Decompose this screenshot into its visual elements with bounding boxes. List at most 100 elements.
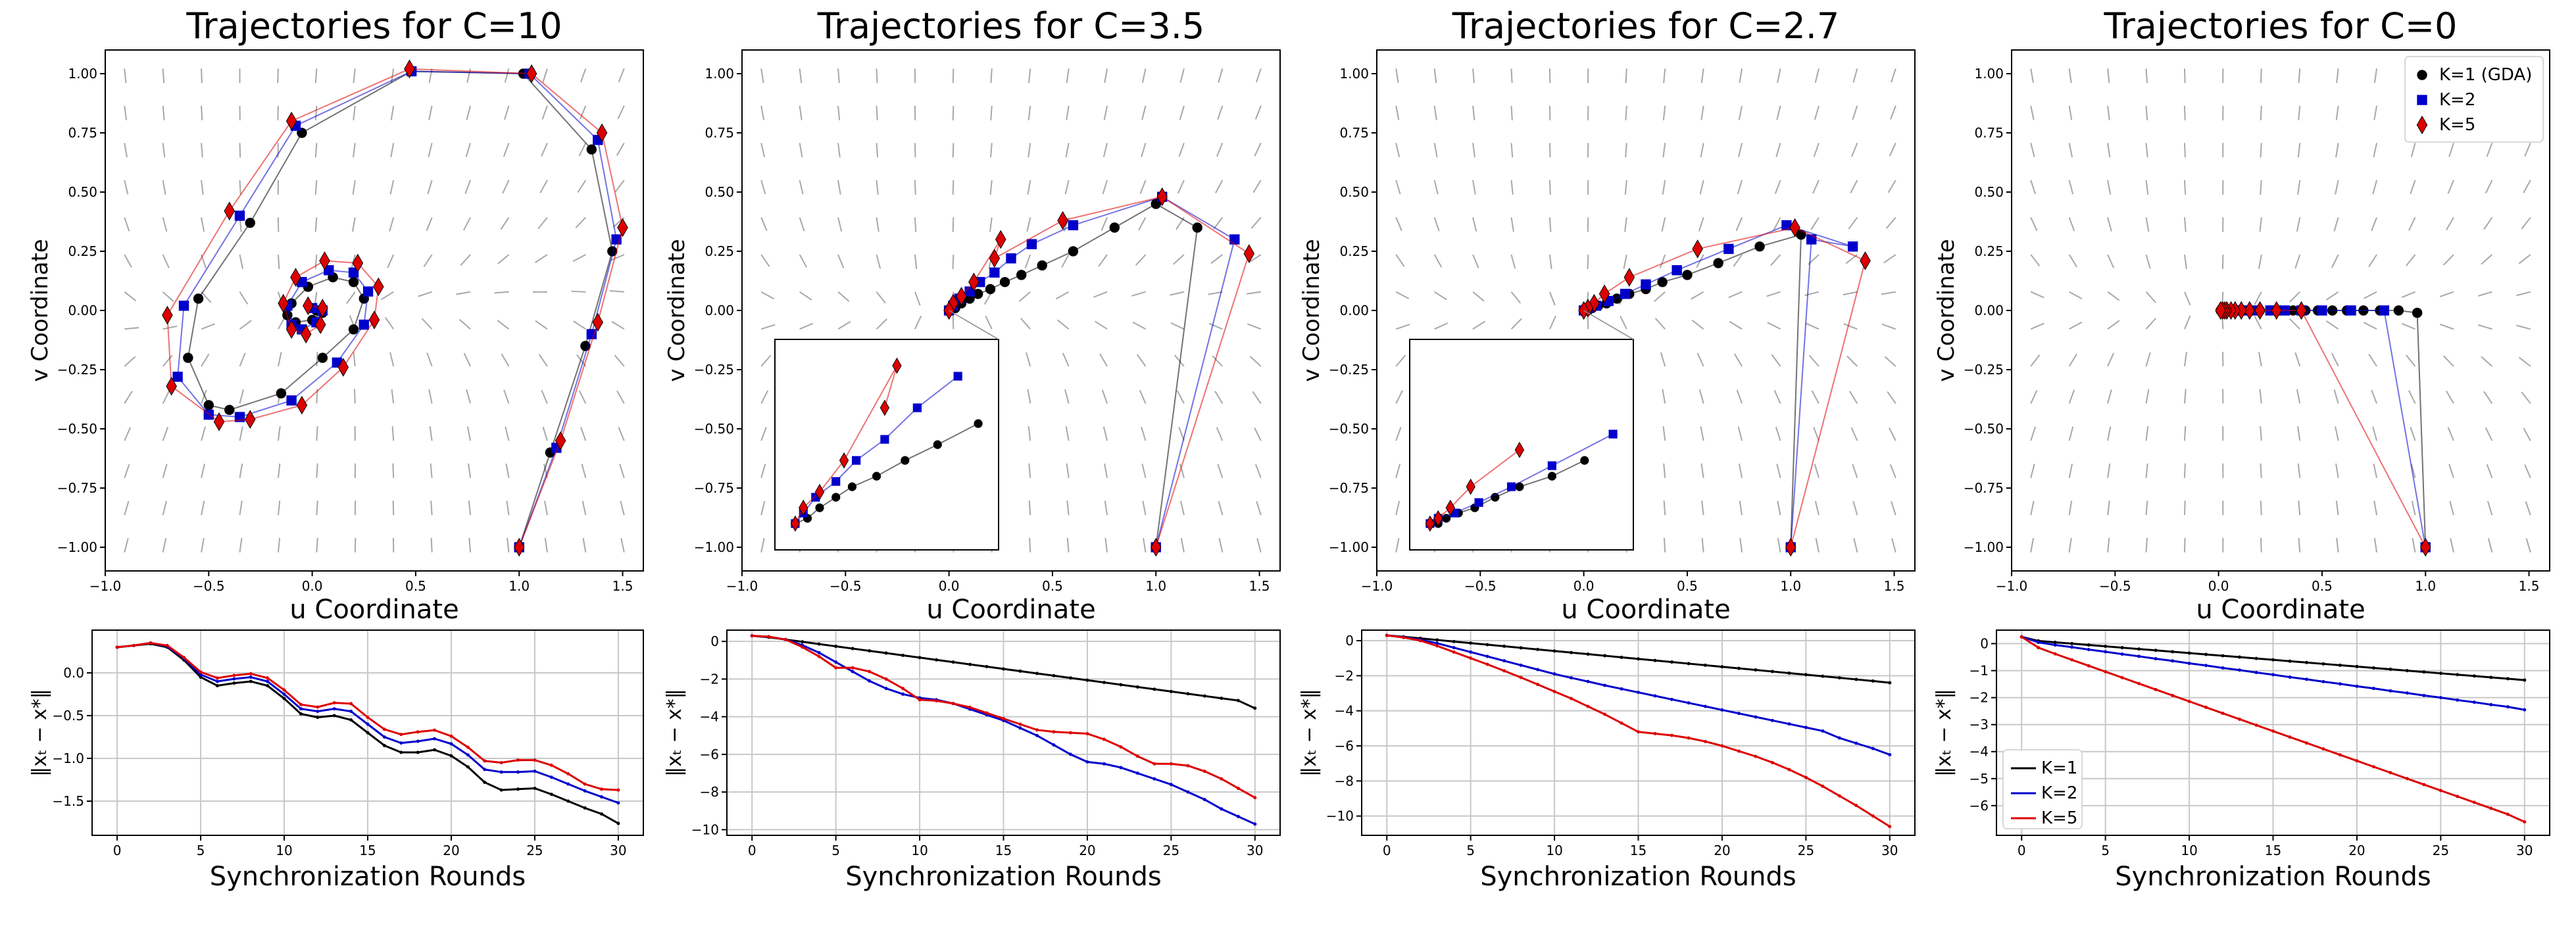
field-arrow (354, 537, 357, 553)
data-point (348, 267, 359, 278)
data-point (1068, 731, 1072, 735)
field-arrow (578, 390, 587, 404)
field-arrow (1141, 105, 1147, 120)
field-arrow (381, 291, 394, 301)
field-arrow (2145, 291, 2156, 303)
data-point (162, 305, 173, 325)
field-arrow (2439, 324, 2454, 330)
data-point (132, 643, 136, 647)
field-arrow (1395, 426, 1402, 441)
data-point (149, 641, 153, 645)
field-arrow (1766, 291, 1781, 297)
x-tick-label: −0.5 (1464, 578, 1497, 594)
legend-label: K=5 (2041, 808, 2077, 828)
field-arrow (2030, 180, 2037, 195)
data-point (1152, 762, 1156, 766)
data-point (232, 681, 236, 685)
data-point (566, 772, 570, 775)
x-tick-label: 20 (1714, 843, 1730, 858)
field-arrow (1885, 216, 1896, 230)
data-point (851, 670, 855, 674)
data-point (249, 679, 253, 683)
data-point (1452, 639, 1456, 643)
field-arrow (573, 320, 586, 330)
data-point (555, 431, 566, 451)
field-arrow (1510, 291, 1522, 304)
y-tick-label: −0.75 (1329, 480, 1369, 496)
field-arrow (2068, 68, 2072, 84)
y-tick-label: −0.50 (57, 421, 97, 437)
inset-connector (1583, 310, 1634, 340)
field-arrow (1102, 180, 1108, 195)
field-arrow (239, 353, 246, 367)
field-arrow (1663, 537, 1666, 553)
field-arrow (1102, 426, 1108, 441)
legend: K=1 (GDA) K=2 K=5 (2404, 56, 2544, 143)
field-arrow (1066, 537, 1070, 553)
data-point (580, 341, 591, 351)
data-point (2523, 820, 2527, 823)
y-tick-label: 0.75 (68, 125, 97, 141)
data-point (1229, 234, 1240, 245)
field-arrow (384, 316, 395, 330)
field-arrow (799, 68, 803, 84)
data-point (285, 111, 297, 131)
data-point (359, 319, 369, 330)
field-arrow (1852, 464, 1858, 478)
field-arrow (1433, 254, 1443, 268)
field-arrow (1777, 537, 1781, 553)
field-arrow (1587, 143, 1589, 158)
field-arrow (2254, 291, 2262, 305)
plot-area (727, 630, 1280, 835)
field-arrow (162, 291, 174, 303)
field-arrow (1548, 291, 1556, 306)
data-point (1637, 691, 1640, 695)
data-point (2254, 301, 2266, 320)
field-arrow (876, 68, 878, 84)
series-k-5 (1578, 218, 1871, 557)
data-point (1418, 639, 1422, 643)
data-point (1102, 762, 1106, 766)
data-point (985, 665, 989, 669)
data-point (348, 324, 359, 335)
field-arrow (1170, 322, 1185, 330)
data-point (1502, 669, 1506, 673)
field-arrow (2408, 217, 2416, 231)
field-arrow (504, 68, 510, 83)
series-k-1-gda- (183, 66, 618, 553)
field-arrow (2260, 537, 2262, 553)
y-tick-label: −1.5 (52, 793, 84, 809)
field-arrow (201, 537, 205, 553)
data-point (2472, 674, 2476, 678)
field-arrow (2030, 322, 2044, 330)
x-tick-label: 0.5 (2312, 578, 2333, 594)
data-point (901, 653, 905, 657)
field-arrow (2296, 217, 2301, 232)
field-arrow (760, 217, 768, 232)
data-point (2019, 635, 2023, 639)
data-point (2087, 648, 2091, 652)
data-point (801, 640, 805, 644)
field-arrow (201, 353, 210, 367)
data-point (1502, 659, 1506, 663)
y-tick-label: −0.25 (1329, 362, 1369, 378)
inset-point (831, 493, 841, 502)
data-point (586, 329, 597, 339)
legend: K=1 K=2 K=5 (2002, 749, 2083, 829)
field-arrow (2518, 356, 2531, 367)
field-arrow (2298, 501, 2301, 516)
field-arrow (1251, 216, 1262, 229)
field-arrow (346, 291, 356, 305)
data-point (1703, 739, 1707, 743)
x-axis-label: u Coordinate (1561, 595, 1730, 625)
field-arrow (1065, 143, 1070, 158)
vector-field (124, 68, 625, 553)
field-arrow (2183, 389, 2187, 404)
data-point (1469, 656, 1473, 660)
data-point (2171, 659, 2175, 663)
data-point (416, 750, 420, 754)
field-arrow (2448, 464, 2454, 478)
x-tick-label: 0.0 (939, 578, 960, 594)
data-point (995, 230, 1006, 249)
inset-point (892, 357, 902, 374)
